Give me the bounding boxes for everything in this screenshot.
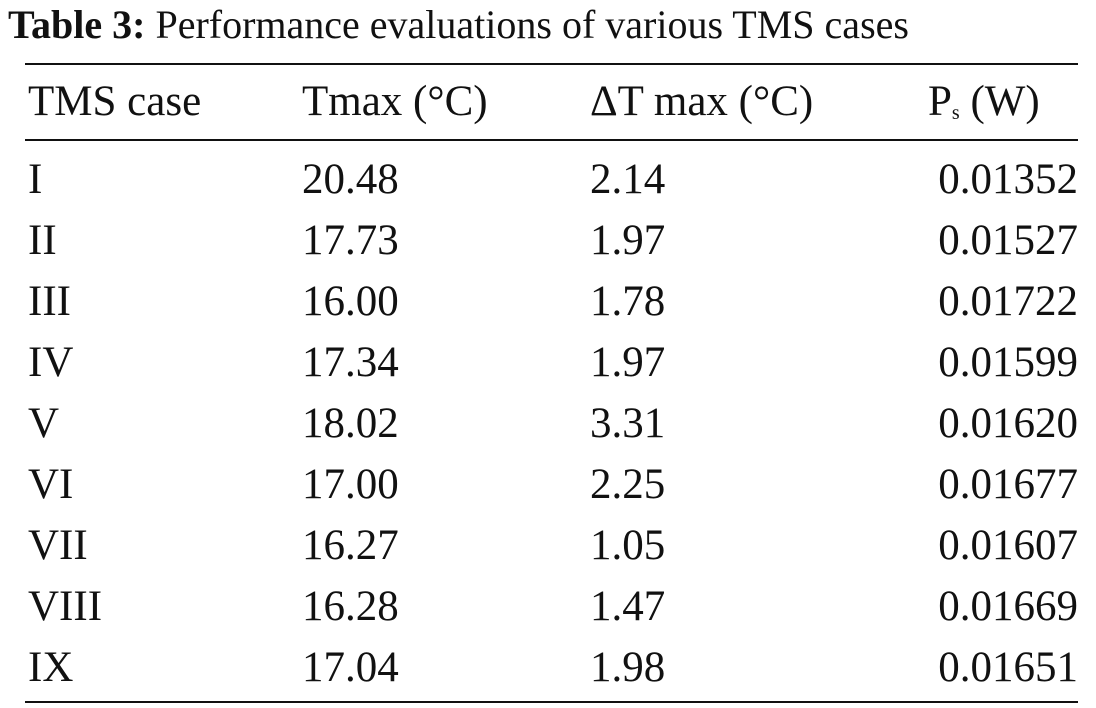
header-cell: Ps (W) <box>928 77 1040 127</box>
table-cell: VIII <box>28 583 103 630</box>
table-cell: 0.01620 <box>938 400 1078 447</box>
table-cell: 20.48 <box>302 156 399 203</box>
table-cell: 1.78 <box>590 278 666 325</box>
table-cell: 17.34 <box>302 339 399 386</box>
table-cell: 18.02 <box>302 400 399 447</box>
table-cell: 17.04 <box>302 644 399 691</box>
table-cell: 1.05 <box>590 522 666 569</box>
top-rule <box>25 63 1078 65</box>
table-cell: 1.97 <box>590 217 666 264</box>
header-cell: TMS case <box>28 78 202 125</box>
table-cell: IX <box>28 644 74 691</box>
caption-label: Table 3: <box>8 2 146 47</box>
table-cell: 17.73 <box>302 217 399 264</box>
table-cell: II <box>28 217 57 264</box>
table-cell: 0.01352 <box>938 156 1078 203</box>
header-unit: (W) <box>970 78 1040 125</box>
table-cell: 0.01651 <box>938 644 1078 691</box>
table-cell: III <box>28 278 71 325</box>
header-cell: Tmax (°C) <box>302 78 488 125</box>
table-cell: V <box>28 400 60 447</box>
table-cell: 0.01599 <box>938 339 1078 386</box>
bottom-rule <box>25 701 1078 703</box>
table-cell: VI <box>28 461 74 508</box>
header-subscript: s <box>951 102 960 124</box>
table-cell: 1.98 <box>590 644 666 691</box>
table-cell: 2.14 <box>590 156 666 203</box>
table-cell: 0.01677 <box>938 461 1078 508</box>
caption-text: Performance evaluations of various TMS c… <box>155 2 909 47</box>
table-cell: 16.28 <box>302 583 399 630</box>
table-cell: 17.00 <box>302 461 399 508</box>
table-cell: 1.47 <box>590 583 666 630</box>
table-cell: 0.01669 <box>938 583 1078 630</box>
table-cell: 16.00 <box>302 278 399 325</box>
header-cell: ΔT max (°C) <box>590 78 814 125</box>
table-cell: I <box>28 156 43 203</box>
table-cell: 1.97 <box>590 339 666 386</box>
table-cell: IV <box>28 339 74 386</box>
table-cell: 0.01722 <box>938 278 1078 325</box>
table-cell: 3.31 <box>590 400 666 447</box>
table-cell: 16.27 <box>302 522 399 569</box>
table-cell: 0.01527 <box>938 217 1078 264</box>
table-caption: Table 3: Performance evaluations of vario… <box>8 2 909 48</box>
header-symbol: P <box>928 78 952 125</box>
table-cell: 2.25 <box>590 461 666 508</box>
mid-rule <box>25 139 1078 141</box>
table-cell: VII <box>28 522 88 569</box>
table-cell: 0.01607 <box>938 522 1078 569</box>
